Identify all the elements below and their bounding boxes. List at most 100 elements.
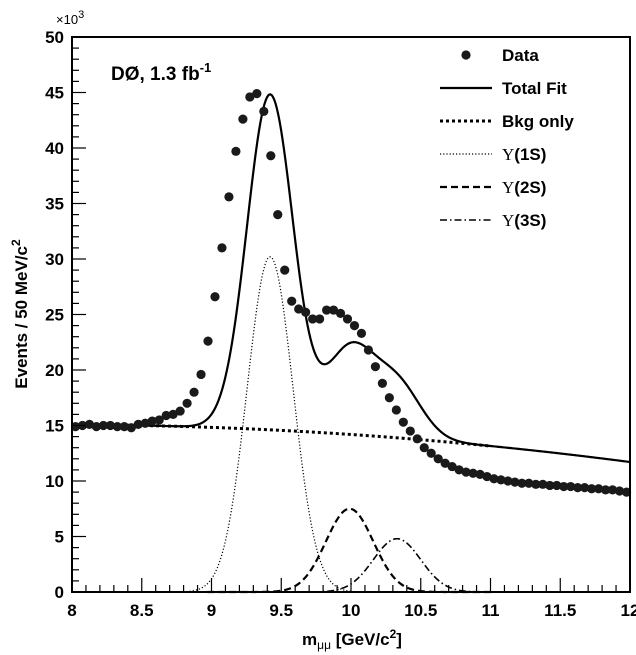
x-tick-label: 11.5 xyxy=(544,601,576,620)
data-point xyxy=(614,486,625,496)
y-tick-label: 50 xyxy=(45,28,64,47)
legend-label-text: (1S) xyxy=(514,145,546,164)
data-point xyxy=(210,292,220,302)
data-point xyxy=(426,448,436,458)
data-point xyxy=(238,114,248,124)
data-point xyxy=(84,419,95,429)
x-tick-label: 12 xyxy=(621,601,636,620)
data-points-layer xyxy=(70,89,632,497)
data-point xyxy=(510,477,520,487)
data-point xyxy=(196,369,206,380)
data-point xyxy=(266,151,276,161)
data-point xyxy=(524,478,534,488)
data-point xyxy=(328,305,339,315)
data-point xyxy=(412,434,422,444)
y-tick-label: 10 xyxy=(45,472,64,491)
data-point xyxy=(189,387,199,397)
y-tick-label: 40 xyxy=(45,139,64,158)
legend-label: Υ(3S) xyxy=(502,211,546,230)
legend-marker-data xyxy=(461,50,471,60)
data-point xyxy=(335,308,346,318)
data-point xyxy=(112,422,122,432)
data-point xyxy=(140,418,150,428)
data-point xyxy=(475,469,485,479)
data-point xyxy=(363,345,374,355)
data-point xyxy=(231,146,241,156)
upsilon-symbol: Υ xyxy=(502,145,514,164)
data-point xyxy=(398,417,408,427)
data-point xyxy=(454,465,464,475)
data-point xyxy=(147,416,157,426)
data-point xyxy=(154,415,164,425)
legend-label: Bkg only xyxy=(502,112,574,131)
data-point xyxy=(70,422,81,432)
data-point xyxy=(252,89,262,99)
data-point xyxy=(552,480,562,491)
data-point xyxy=(203,336,213,346)
axis-ticks-layer xyxy=(71,36,631,593)
data-point xyxy=(384,393,394,403)
x-tick-label: 10.5 xyxy=(404,601,437,620)
y-tick-label: 5 xyxy=(55,528,64,547)
y-multiplier: ×103 xyxy=(56,9,84,27)
data-point xyxy=(503,476,513,486)
data-point xyxy=(280,265,290,275)
data-point xyxy=(315,314,325,324)
curves-layer xyxy=(71,93,631,594)
tick-labels-layer: 8 8.5 9 9.5 10 10.5 11 11.5 12 0 5 10 15 20 25 30 35 40 45… xyxy=(45,28,636,620)
legend-label: Υ(1S) xyxy=(502,145,546,164)
data-point xyxy=(538,479,548,489)
data-point xyxy=(224,192,234,202)
data-point xyxy=(161,410,171,421)
data-point xyxy=(98,420,108,431)
y-tick-label: 25 xyxy=(45,306,64,325)
legend-label: Total Fit xyxy=(502,79,567,98)
data-point xyxy=(370,362,381,372)
data-point xyxy=(391,405,401,415)
data-point xyxy=(377,378,387,388)
data-point xyxy=(168,409,178,419)
upsilon-2s-curve xyxy=(207,507,492,594)
y-tick-label: 30 xyxy=(45,250,64,269)
x-tick-label: 9.5 xyxy=(269,601,293,620)
experiment-annotation: DØ, 1.3 fb-1 xyxy=(111,60,211,85)
data-point xyxy=(440,458,450,468)
data-point xyxy=(91,422,102,432)
y-axis-label: Events / 50 MeV/c2 xyxy=(9,239,31,389)
legend-label-text: (3S) xyxy=(514,211,546,230)
data-point xyxy=(468,468,478,478)
data-point xyxy=(482,471,492,482)
x-tick-label: 8 xyxy=(67,601,76,620)
x-tick-label: 11 xyxy=(482,601,500,620)
data-point xyxy=(559,481,569,492)
y-tick-label: 35 xyxy=(45,195,64,214)
x-tick-label: 10 xyxy=(342,601,361,620)
data-point xyxy=(301,307,311,317)
data-point xyxy=(321,305,332,315)
data-point xyxy=(287,296,297,306)
x-tick-label: 8.5 xyxy=(130,601,154,620)
legend-label-text: Data xyxy=(502,46,539,65)
x-tick-label: 9 xyxy=(207,601,216,620)
y-tick-label: 0 xyxy=(55,583,64,602)
legend-label-text: Total Fit xyxy=(502,79,567,98)
data-point xyxy=(573,483,583,493)
data-point xyxy=(119,422,129,432)
data-point xyxy=(273,210,283,220)
data-point xyxy=(245,92,255,102)
y-tick-label: 15 xyxy=(45,417,64,436)
data-point xyxy=(489,474,499,484)
upsilon-symbol: Υ xyxy=(502,178,514,197)
legend-label: Data xyxy=(502,46,539,65)
data-point xyxy=(294,304,304,314)
data-point xyxy=(545,480,555,491)
data-point xyxy=(419,443,429,453)
data-point xyxy=(356,328,367,338)
legend-label: Υ(2S) xyxy=(502,178,546,197)
data-point xyxy=(182,398,192,408)
data-point xyxy=(496,475,506,485)
data-point xyxy=(259,106,269,116)
data-point xyxy=(175,406,185,416)
